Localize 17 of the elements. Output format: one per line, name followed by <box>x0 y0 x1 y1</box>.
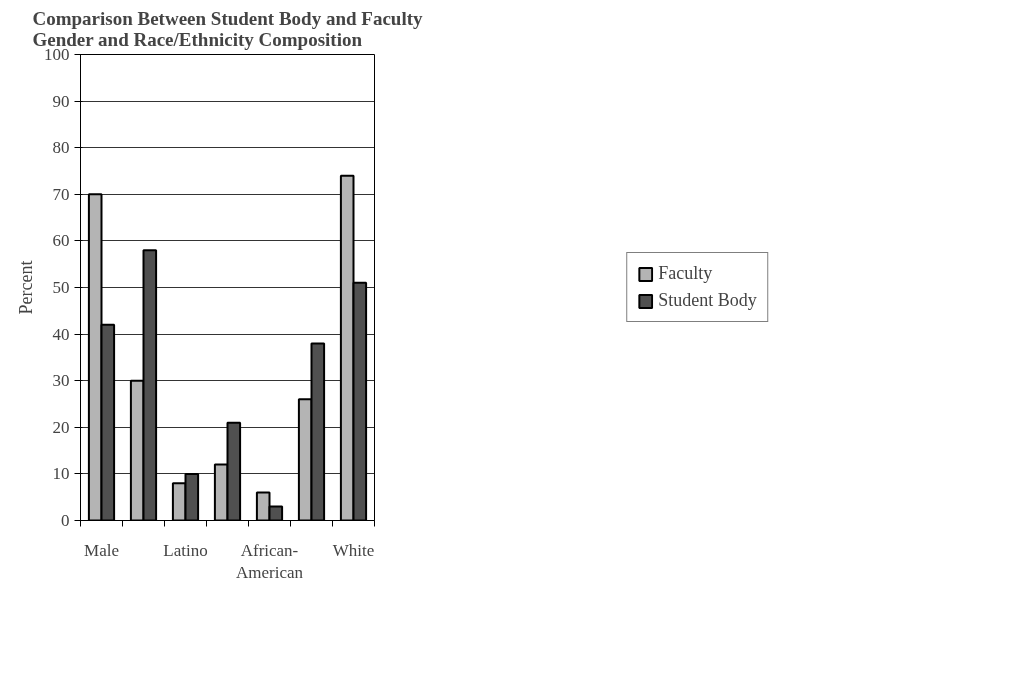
y-tick-label: 20 <box>52 417 70 437</box>
y-tick-label: 40 <box>52 324 70 344</box>
y-tick-label: 0 <box>61 511 70 530</box>
y-tick-label: 90 <box>52 91 70 111</box>
y-tick-label: 70 <box>52 184 70 204</box>
x-tick-label: Latino <box>163 540 208 560</box>
y-tick-label: 10 <box>52 464 70 484</box>
x-tick-label: Male <box>84 540 119 560</box>
legend-label: Faculty <box>658 263 713 284</box>
y-tick-label: 80 <box>52 138 70 158</box>
legend-label: Student Body <box>658 290 757 311</box>
y-tick-label: 60 <box>52 231 70 251</box>
x-tick-label: White <box>332 540 375 560</box>
y-tick-label: 30 <box>52 371 70 391</box>
y-axis-title: Percent <box>16 260 36 315</box>
y-tick-label: 50 <box>52 278 70 297</box>
x-tick-label: African- American <box>235 540 304 583</box>
